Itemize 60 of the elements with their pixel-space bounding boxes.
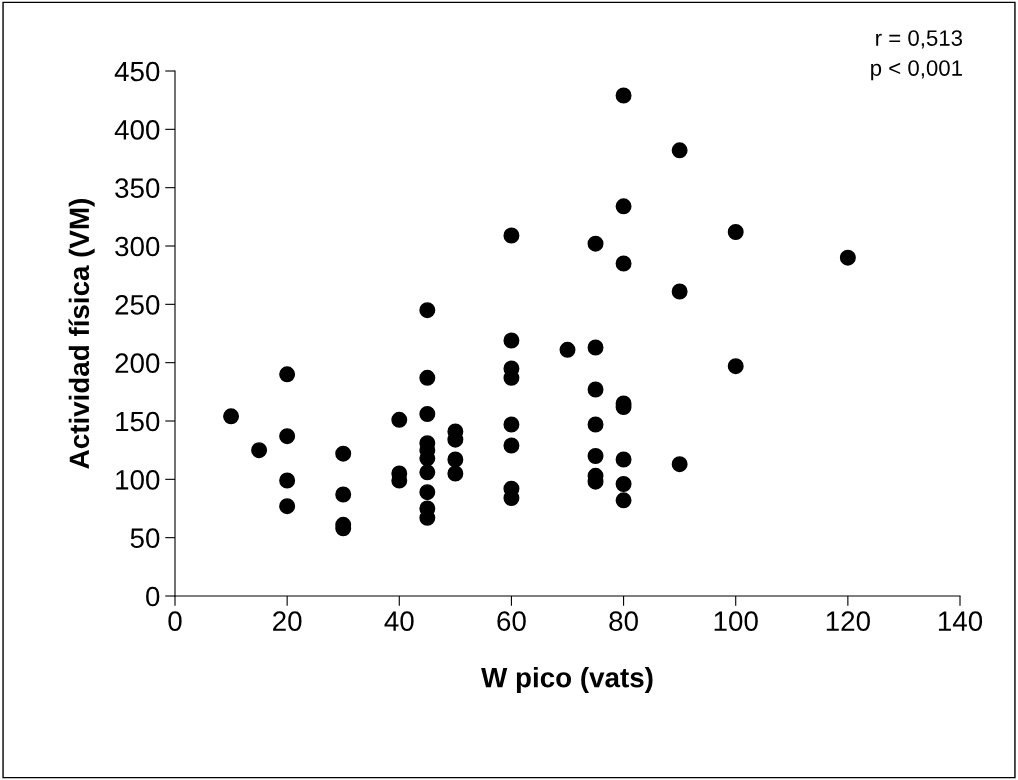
y-tick-label: 50 — [130, 528, 160, 549]
point — [279, 366, 296, 383]
y-tick-label: 150 — [116, 411, 160, 432]
point — [839, 249, 856, 266]
point — [587, 339, 604, 356]
point — [559, 341, 576, 358]
point — [447, 451, 464, 468]
point — [615, 255, 632, 272]
point — [279, 428, 296, 445]
point — [391, 411, 408, 428]
point — [615, 492, 632, 509]
y-tick-label: 450 — [114, 61, 160, 82]
y-tick-label: 250 — [115, 295, 160, 315]
point — [727, 224, 744, 240]
point — [587, 381, 604, 398]
point — [587, 448, 604, 464]
y-tick-label: 300 — [115, 236, 160, 257]
point — [587, 416, 604, 433]
point — [279, 472, 296, 489]
x-tick-label: 80 — [609, 611, 638, 631]
y-tick-label: 0 — [146, 586, 160, 607]
y-tick-label: 400 — [114, 120, 160, 140]
point — [419, 406, 436, 422]
point — [419, 369, 436, 386]
point — [587, 235, 604, 252]
point — [447, 465, 464, 482]
point — [671, 142, 688, 159]
point — [503, 227, 520, 244]
point — [223, 408, 240, 425]
x-tick-label: 140 — [938, 611, 983, 631]
point — [279, 498, 296, 515]
point — [615, 198, 632, 215]
x-axis-title: W pico (vats) — [481, 667, 653, 693]
y-tick-label: 350 — [115, 178, 160, 199]
y-axis-title: Actividad física (VM) — [68, 199, 95, 469]
point — [419, 302, 436, 319]
x-tick-label: 60 — [497, 611, 526, 631]
point — [615, 87, 632, 104]
y-tick-label: 100 — [116, 470, 160, 490]
x-tick-label: 20 — [273, 611, 302, 631]
x-tick-label: 40 — [384, 611, 414, 631]
x-tick-label: 100 — [714, 611, 758, 631]
point — [335, 486, 352, 503]
annotation: p < 0,001 — [871, 60, 962, 81]
point — [671, 283, 688, 300]
point — [419, 484, 436, 501]
x-tick-label: 120 — [826, 611, 870, 631]
point — [335, 445, 352, 462]
point — [503, 332, 520, 349]
point — [503, 416, 520, 433]
y-tick-label: 200 — [115, 353, 160, 374]
point — [615, 451, 632, 468]
point — [727, 358, 744, 375]
point — [251, 442, 268, 459]
point — [419, 464, 436, 481]
x-tick-label: 0 — [168, 611, 182, 631]
point — [671, 456, 688, 473]
text: r = 0,513 — [876, 30, 963, 49]
point — [615, 476, 632, 492]
point — [503, 437, 520, 454]
